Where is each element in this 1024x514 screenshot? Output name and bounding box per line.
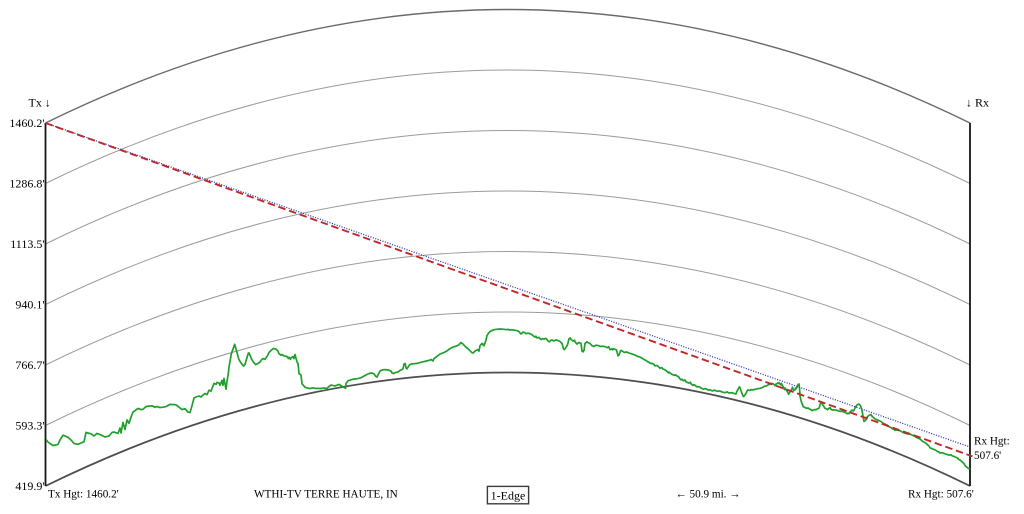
svg-text:1113.5': 1113.5' — [10, 237, 44, 251]
svg-text:↓ Rx: ↓ Rx — [966, 96, 989, 110]
svg-text:1286.8': 1286.8' — [9, 177, 44, 191]
svg-text:Tx Hgt: 1460.2': Tx Hgt: 1460.2' — [48, 488, 119, 500]
svg-text:Rx Hgt: 507.6': Rx Hgt: 507.6' — [908, 488, 974, 500]
svg-text:WTHI-TV TERRE HAUTE, IN: WTHI-TV TERRE HAUTE, IN — [254, 488, 398, 500]
svg-text:507.6': 507.6' — [974, 450, 1001, 462]
svg-text:1-Edge: 1-Edge — [491, 489, 526, 503]
svg-text:593.3': 593.3' — [15, 419, 44, 433]
svg-text:Rx Hgt:: Rx Hgt: — [974, 436, 1010, 448]
svg-text:419.9': 419.9' — [15, 479, 44, 493]
svg-text:766.7': 766.7' — [15, 358, 44, 372]
svg-text:940.1': 940.1' — [15, 298, 44, 312]
svg-text:1460.2': 1460.2' — [9, 116, 44, 130]
svg-text:Tx ↓: Tx ↓ — [29, 96, 51, 110]
svg-text:← 50.9 mi. →: ← 50.9 mi. → — [676, 488, 741, 500]
